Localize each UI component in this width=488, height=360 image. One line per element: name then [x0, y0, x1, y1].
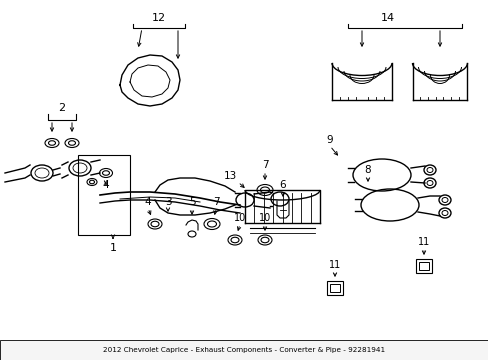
Text: 2: 2	[59, 103, 65, 113]
Text: 7: 7	[261, 160, 268, 170]
Text: 8: 8	[364, 165, 370, 175]
Text: 10: 10	[258, 213, 270, 223]
Bar	[0, 340, 488, 360]
Text: 9: 9	[326, 135, 333, 145]
Text: 5: 5	[188, 197, 195, 207]
Bar	[326, 281, 342, 295]
Text: 11: 11	[417, 237, 429, 247]
Text: 1: 1	[109, 243, 116, 253]
Text: 10: 10	[233, 213, 245, 223]
Text: 11: 11	[328, 260, 341, 270]
Text: 3: 3	[164, 197, 171, 207]
Bar	[418, 262, 428, 270]
Text: 6: 6	[279, 180, 286, 190]
Text: 4: 4	[144, 197, 151, 207]
Text: 2012 Chevrolet Caprice - Exhaust Components - Converter & Pipe - 92281941: 2012 Chevrolet Caprice - Exhaust Compone…	[103, 347, 384, 353]
Text: 7: 7	[212, 197, 219, 207]
Bar	[329, 284, 339, 292]
Bar	[415, 259, 431, 273]
Text: 4: 4	[102, 180, 109, 190]
Text: 12: 12	[152, 13, 166, 23]
Bar	[78, 155, 130, 235]
Text: 13: 13	[223, 171, 236, 181]
Text: 14: 14	[380, 13, 394, 23]
